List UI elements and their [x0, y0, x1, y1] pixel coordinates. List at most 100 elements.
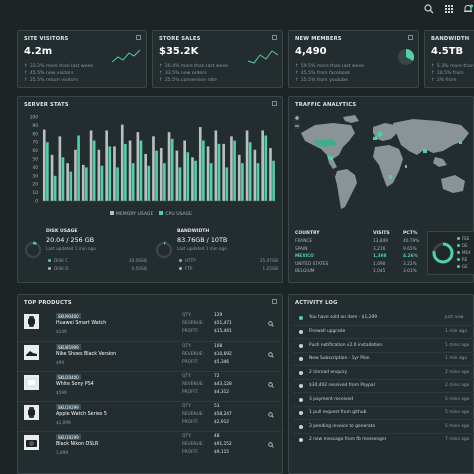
zoom-in-icon[interactable] — [294, 115, 300, 121]
trend-icon: ↑ — [431, 64, 435, 69]
expand-icon[interactable] — [136, 35, 141, 40]
zoom-out-icon[interactable] — [294, 123, 300, 129]
revenue-value: $43,128 — [214, 382, 232, 387]
cpu-usage-bar — [217, 143, 221, 201]
sku-badge: SKU19299 — [56, 404, 81, 410]
product-price: $149 — [56, 329, 67, 334]
y-tick-label: 100 — [30, 115, 39, 121]
profit-label: PROFIT: — [182, 360, 199, 365]
traffic-analytics-panel: TRAFFIC ANALYTICS COUNTRY VISITS PCT% FRANC… — [288, 96, 474, 283]
search-icon[interactable] — [268, 352, 274, 358]
stat-card-value: 4.2m — [24, 46, 53, 57]
stat-card-value: $35.2K — [159, 46, 199, 57]
product-name: Black Nikon DSLR — [56, 442, 99, 447]
search-icon[interactable] — [424, 4, 434, 14]
server-chart: 0 10 20 30 40 50 60 70 80 90 100 — [30, 115, 276, 205]
expand-icon[interactable] — [272, 101, 277, 106]
memory-usage-bar — [253, 149, 257, 201]
table-cell: 9.65% — [403, 246, 417, 252]
activity-item[interactable]: 1 pull request from github 5 mins ago — [293, 405, 474, 420]
stat-card-title: STORE SALES — [159, 36, 201, 42]
top-bar — [400, 2, 474, 18]
table-cell: FRANCE — [295, 239, 313, 244]
activity-item[interactable]: You have sold an item - $1,299 just now — [293, 311, 474, 325]
bandwidth-value: 83.76GB / 10TB — [177, 236, 228, 244]
profit-value: $2,912 — [214, 420, 230, 425]
activity-time: 1 mins ago — [445, 342, 470, 348]
trend-icon: ↑ — [431, 71, 435, 76]
stat-card-line: ↑5.3% more than last week — [431, 64, 474, 69]
activity-item[interactable]: $30,402 received from Paypal 2 mins ago — [293, 378, 474, 393]
search-icon[interactable] — [268, 442, 274, 448]
memory-usage-bar — [97, 149, 101, 201]
disk-row-label: DISK D — [54, 266, 69, 271]
activity-log-title: ACTIVITY LOG — [295, 300, 338, 306]
revenue-label: REVENUE: — [182, 382, 204, 387]
sku-badge: SKU90400 — [56, 313, 81, 319]
activity-text: 2 new message from fb messenger — [309, 437, 387, 442]
activity-item[interactable]: 2 new message from fb messenger 7 mins ag… — [293, 432, 474, 447]
product-row[interactable]: SKU19299 Black Nikon DSLR 1,899 QTY: 48 REVEN… — [18, 431, 284, 461]
table-cell: 1,398 — [373, 254, 387, 259]
status-dot — [179, 266, 182, 270]
activity-dot — [299, 343, 303, 348]
status-dot — [179, 258, 182, 262]
memory-usage-bar — [237, 154, 241, 201]
search-icon[interactable] — [268, 382, 274, 388]
activity-item[interactable]: 3 payment received 5 mins ago — [293, 392, 474, 406]
search-icon[interactable] — [268, 412, 274, 418]
sku-badge: SKU85999 — [56, 344, 81, 350]
y-tick-label: 80 — [32, 131, 38, 137]
stat-card-line: ↑ 59.5% more than last week — [295, 64, 364, 69]
memory-usage-bar — [89, 130, 93, 201]
cpu-usage-bar — [272, 160, 275, 201]
trend-icon: ↑ — [159, 78, 163, 83]
memory-usage-bar — [167, 132, 171, 201]
memory-usage-bar — [230, 136, 233, 201]
product-row[interactable]: SKU85999 Nike Shoes Black Version $99 QTY: 1… — [18, 341, 284, 371]
activity-dot — [299, 384, 303, 388]
activity-text: $30,402 received from Paypal — [309, 383, 375, 388]
memory-usage-bar — [269, 148, 272, 201]
profit-label: PROFIT: — [182, 450, 199, 455]
activity-item[interactable]: New Subscription - 1yr Plan 1 min ago — [293, 351, 474, 366]
activity-item[interactable]: 2 Unread enquiry 2 mins ago — [293, 365, 474, 379]
disk-row-value: 0.50GB — [131, 266, 147, 271]
expand-icon[interactable] — [272, 299, 277, 304]
stat-card: NEW MEMBERS 4,490 ↑ 59.5% more than last we… — [288, 30, 419, 88]
activity-dot — [299, 315, 303, 320]
stat-card-line: ↑ 2% from — [431, 78, 457, 83]
revenue-label: REVENUE: — [182, 352, 204, 357]
bell-icon[interactable] — [463, 4, 473, 14]
activity-dot — [299, 370, 303, 375]
activity-item[interactable]: 3 pending invoice to generate 5 mins ago — [293, 419, 474, 433]
activity-time: just now — [445, 314, 464, 320]
profit-label: PROFIT: — [182, 329, 199, 334]
server-stats-panel: SERVER STATS 0 10 20 30 40 50 60 70 80 90 100 MEMO… — [17, 96, 283, 283]
activity-item[interactable]: Firewall upgrade 1 min ago — [293, 324, 474, 339]
memory-usage-bar — [206, 146, 210, 201]
product-row[interactable]: SKU20400 White Sony PS4 $599 QTY: 72 REVENUE:… — [18, 371, 284, 401]
memory-usage-bar — [42, 129, 46, 201]
cpu-usage-bar — [92, 140, 96, 201]
product-row[interactable]: SKU19299 Apple Watch Series 5 $1,099 QTY: 53… — [18, 401, 284, 431]
grid-icon[interactable] — [444, 4, 454, 14]
activity-text: New Subscription - 1yr Plan — [309, 356, 370, 361]
cpu-usage-bar — [100, 165, 104, 201]
search-icon[interactable] — [268, 321, 274, 327]
qty-label: QTY: — [182, 344, 192, 349]
product-row[interactable]: SKU90400 Huawei Smart Watch $149 QTY: 129 REV… — [18, 311, 284, 341]
qty-value: 48 — [214, 434, 220, 439]
expand-icon[interactable] — [408, 35, 413, 40]
qty-value: 108 — [214, 344, 223, 349]
activity-item[interactable]: Push notification v2.0 installation 1 min… — [293, 338, 474, 352]
expand-icon[interactable] — [272, 35, 277, 40]
activity-time: 7 mins ago — [445, 437, 470, 442]
table-cell: SPAIN — [295, 246, 308, 252]
cpu-usage-bar — [202, 140, 205, 201]
stat-card-line: ↑ 20.4% more than last week — [159, 64, 228, 69]
cpu-usage-bar — [248, 142, 252, 201]
cpu-usage-bar — [225, 167, 229, 201]
stat-card-line: ↑ 33.5% new orders — [159, 71, 207, 76]
y-tick-label: 90 — [32, 123, 38, 129]
